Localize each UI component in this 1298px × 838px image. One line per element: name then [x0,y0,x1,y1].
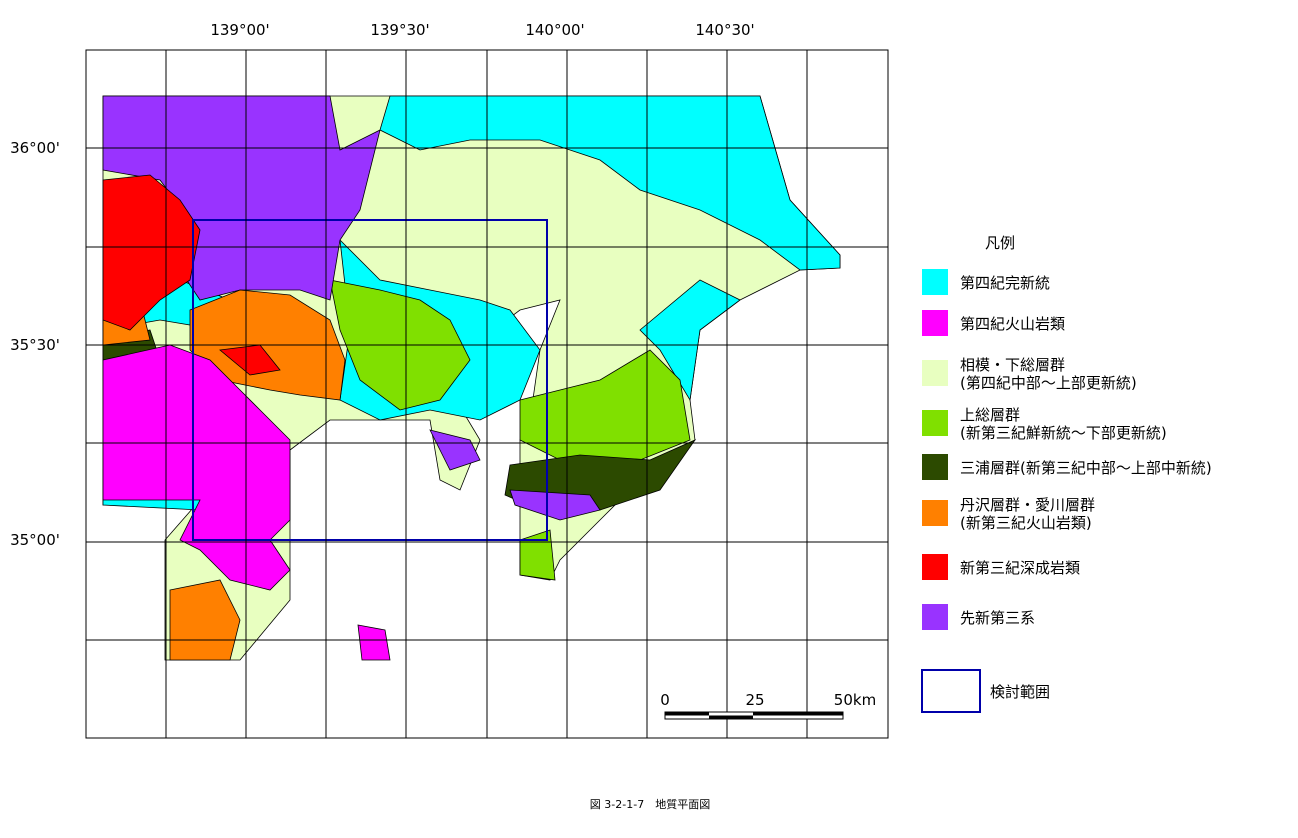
legend-title: 凡例 [985,234,1015,252]
map [85,49,889,739]
legend-label: 上総層群 [960,406,1020,424]
study-area-outline [192,219,548,541]
legend-swatch [922,500,948,526]
legend-swatch [922,360,948,386]
legend-sublabel: (第四紀中部～上部更新統) [960,374,1137,392]
legend-label: 三浦層群(新第三紀中部～上部中新統) [960,459,1212,477]
caption: 図 3-2-1-7 地質平面図 [590,797,710,811]
legend-label: 新第三紀深成岩類 [960,559,1080,577]
legend-label: 先新第三系 [960,609,1035,627]
legend-swatch [922,454,948,480]
legend-swatch [922,310,948,336]
legend: 第四紀完新統第四紀火山岩類相模・下総層群(第四紀中部～上部更新統)上総層群(新第… [922,269,1212,630]
longitude-label: 140°00' [525,21,584,39]
legend-label: 第四紀完新統 [960,274,1050,292]
legend-sublabel: (新第三紀鮮新統～下部更新統) [960,424,1167,442]
study-area-swatch [921,669,981,713]
longitude-label: 139°30' [370,21,429,39]
latitude-label: 36°00' [10,139,60,157]
longitude-label: 140°30' [695,21,754,39]
scale-label: 25 [745,691,764,709]
scale-label: 50km [834,691,876,709]
legend-sublabel: (新第三紀火山岩類) [960,514,1092,532]
legend-label: 丹沢層群・愛川層群 [960,496,1095,514]
scale-bar: 0 25 50km [660,691,876,720]
scale-label: 0 [660,691,670,709]
legend-label: 検討範囲 [990,683,1050,701]
grid [86,50,888,738]
legend-swatch [922,604,948,630]
legend-label: 第四紀火山岩類 [960,315,1065,333]
legend-swatch [922,410,948,436]
legend-swatch [922,554,948,580]
latitude-label: 35°30' [10,336,60,354]
latitude-label: 35°00' [10,531,60,549]
legend-swatch [922,269,948,295]
longitude-label: 139°00' [210,21,269,39]
legend-label: 相模・下総層群 [960,356,1065,374]
